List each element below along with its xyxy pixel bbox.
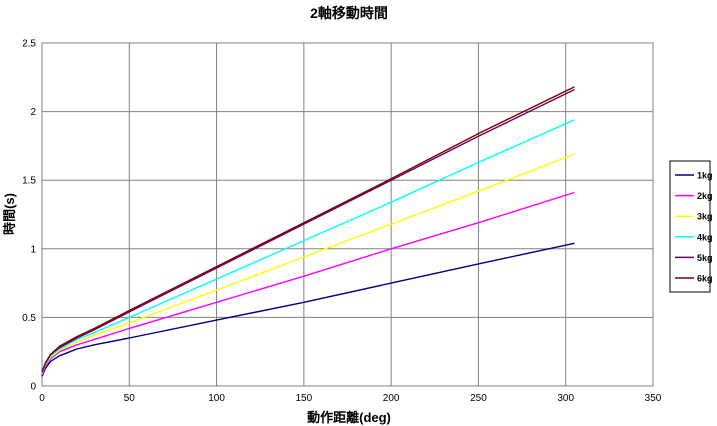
series-line-4kg	[41, 119, 575, 374]
legend-label-6kg: 6kg	[697, 274, 713, 284]
x-tick-label: 350	[645, 393, 662, 404]
y-tick-label: 2	[30, 107, 36, 118]
series-line-1kg	[41, 242, 575, 377]
y-tick-label: 0	[30, 382, 36, 393]
y-tick-label: 0.5	[22, 313, 36, 324]
x-axis-ticks: 0 50 100 150 200 250 300 350	[39, 393, 662, 404]
x-axis-label: 動作距離(deg)	[307, 410, 391, 425]
legend-label-1kg: 1kg	[697, 171, 713, 181]
legend-label-5kg: 5kg	[697, 253, 713, 263]
y-tick-label: 1	[30, 244, 36, 255]
legend-box	[669, 160, 711, 293]
series-line-2kg	[41, 191, 575, 376]
legend-label-2kg: 2kg	[697, 191, 713, 201]
series-line-6kg	[41, 86, 575, 373]
x-tick-label: 300	[557, 393, 574, 404]
legend: 1kg 2kg 3kg 4kg 5kg 6kg	[669, 160, 713, 293]
y-axis-ticks: 0 0.5 1 1.5 2 2.5	[22, 39, 36, 393]
y-tick-label: 2.5	[22, 39, 36, 50]
chart-title: 2軸移動時間	[310, 5, 388, 21]
x-tick-label: 50	[124, 393, 136, 404]
legend-label-3kg: 3kg	[697, 212, 713, 222]
legend-label-4kg: 4kg	[697, 232, 713, 242]
x-tick-label: 200	[383, 393, 400, 404]
x-tick-label: 150	[296, 393, 313, 404]
x-tick-label: 250	[470, 393, 487, 404]
y-axis-label: 時間(s)	[2, 193, 17, 235]
x-tick-label: 100	[208, 393, 225, 404]
series-lines	[41, 86, 575, 377]
y-tick-label: 1.5	[22, 176, 36, 187]
x-tick-label: 0	[39, 393, 45, 404]
plot-area	[41, 42, 654, 387]
